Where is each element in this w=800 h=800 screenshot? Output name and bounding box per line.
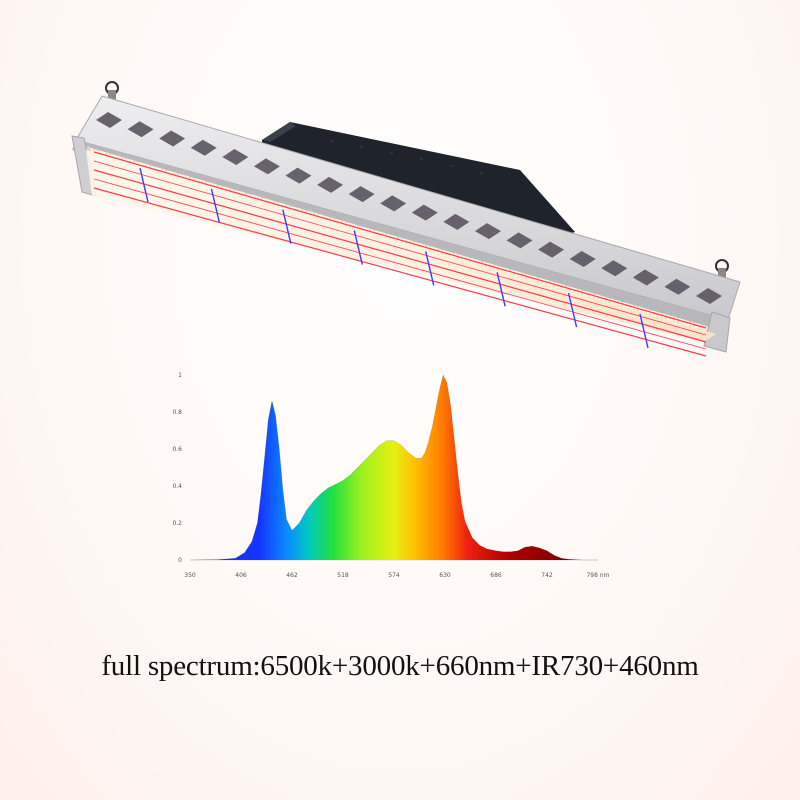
x-tick-label: 630 [439, 572, 451, 579]
frame-window [506, 232, 533, 249]
blue-led-column [639, 313, 649, 349]
y-tick-label: 0 [178, 557, 182, 564]
x-tick-label: 406 [235, 572, 247, 579]
blue-led-column [139, 167, 149, 203]
frame-window [222, 149, 249, 166]
frame-cutouts [96, 112, 722, 304]
y-axis-labels: 0 0.2 0.4 0.6 0.8 1 [172, 372, 182, 564]
red-led-row [93, 178, 707, 350]
spectrum-caption: full spectrum:6500k+3000k+660nm+IR730+46… [101, 650, 699, 682]
frame-window [538, 241, 565, 258]
led-lines [93, 151, 707, 357]
x-tick-label: 742 [541, 572, 553, 579]
frame-window [285, 167, 312, 184]
frame-window [569, 250, 596, 267]
frame-window [474, 223, 501, 240]
blue-led-column [210, 188, 221, 224]
frame-window [96, 112, 122, 128]
frame-window [664, 278, 691, 295]
x-axis-labels: 350 406 462 518 574 630 686 742 798 nm [184, 572, 609, 579]
grow-light-image [71, 81, 741, 357]
x-tick-label: 518 [337, 572, 349, 579]
frame-window [127, 121, 154, 138]
frame-window [443, 213, 470, 230]
blue-led-column [282, 209, 292, 244]
red-led-row [93, 169, 707, 343]
frame-window [601, 260, 628, 277]
frame-window [190, 139, 217, 156]
spectrum-chart: 0 0.2 0.4 0.6 0.8 1 350 406 462 518 574 630 686 742 7… [172, 372, 609, 579]
frame-window [411, 204, 438, 221]
y-tick-label: 1 [178, 372, 182, 379]
driver-box [262, 122, 575, 236]
blue-led-column [353, 230, 363, 265]
frame-window [380, 195, 407, 212]
blue-led-column [567, 292, 578, 328]
x-tick-label: 350 [184, 572, 196, 579]
y-tick-label: 0.8 [172, 409, 182, 416]
y-tick-label: 0.6 [172, 446, 182, 453]
frame-window [632, 269, 659, 286]
frame-window [348, 186, 375, 203]
x-tick-label: 798 nm [586, 572, 609, 579]
red-led-row [93, 151, 707, 329]
red-led-row [93, 187, 707, 357]
x-tick-label: 686 [490, 572, 502, 579]
spectrum-outline [189, 374, 598, 561]
frame-window [159, 130, 186, 147]
frame-window [253, 158, 280, 175]
hanger-hook-right [715, 259, 729, 278]
x-tick-label: 462 [286, 572, 298, 579]
blue-led-column [425, 251, 435, 286]
hanger-hook-left [105, 81, 119, 100]
x-tick-label: 574 [388, 572, 400, 579]
blue-led-column [496, 272, 506, 307]
y-tick-label: 0.4 [172, 483, 182, 490]
spectrum-area [190, 375, 598, 560]
y-tick-label: 0.2 [172, 520, 182, 527]
frame-window [317, 176, 344, 193]
frame-window [696, 288, 722, 304]
red-led-row [93, 160, 707, 336]
